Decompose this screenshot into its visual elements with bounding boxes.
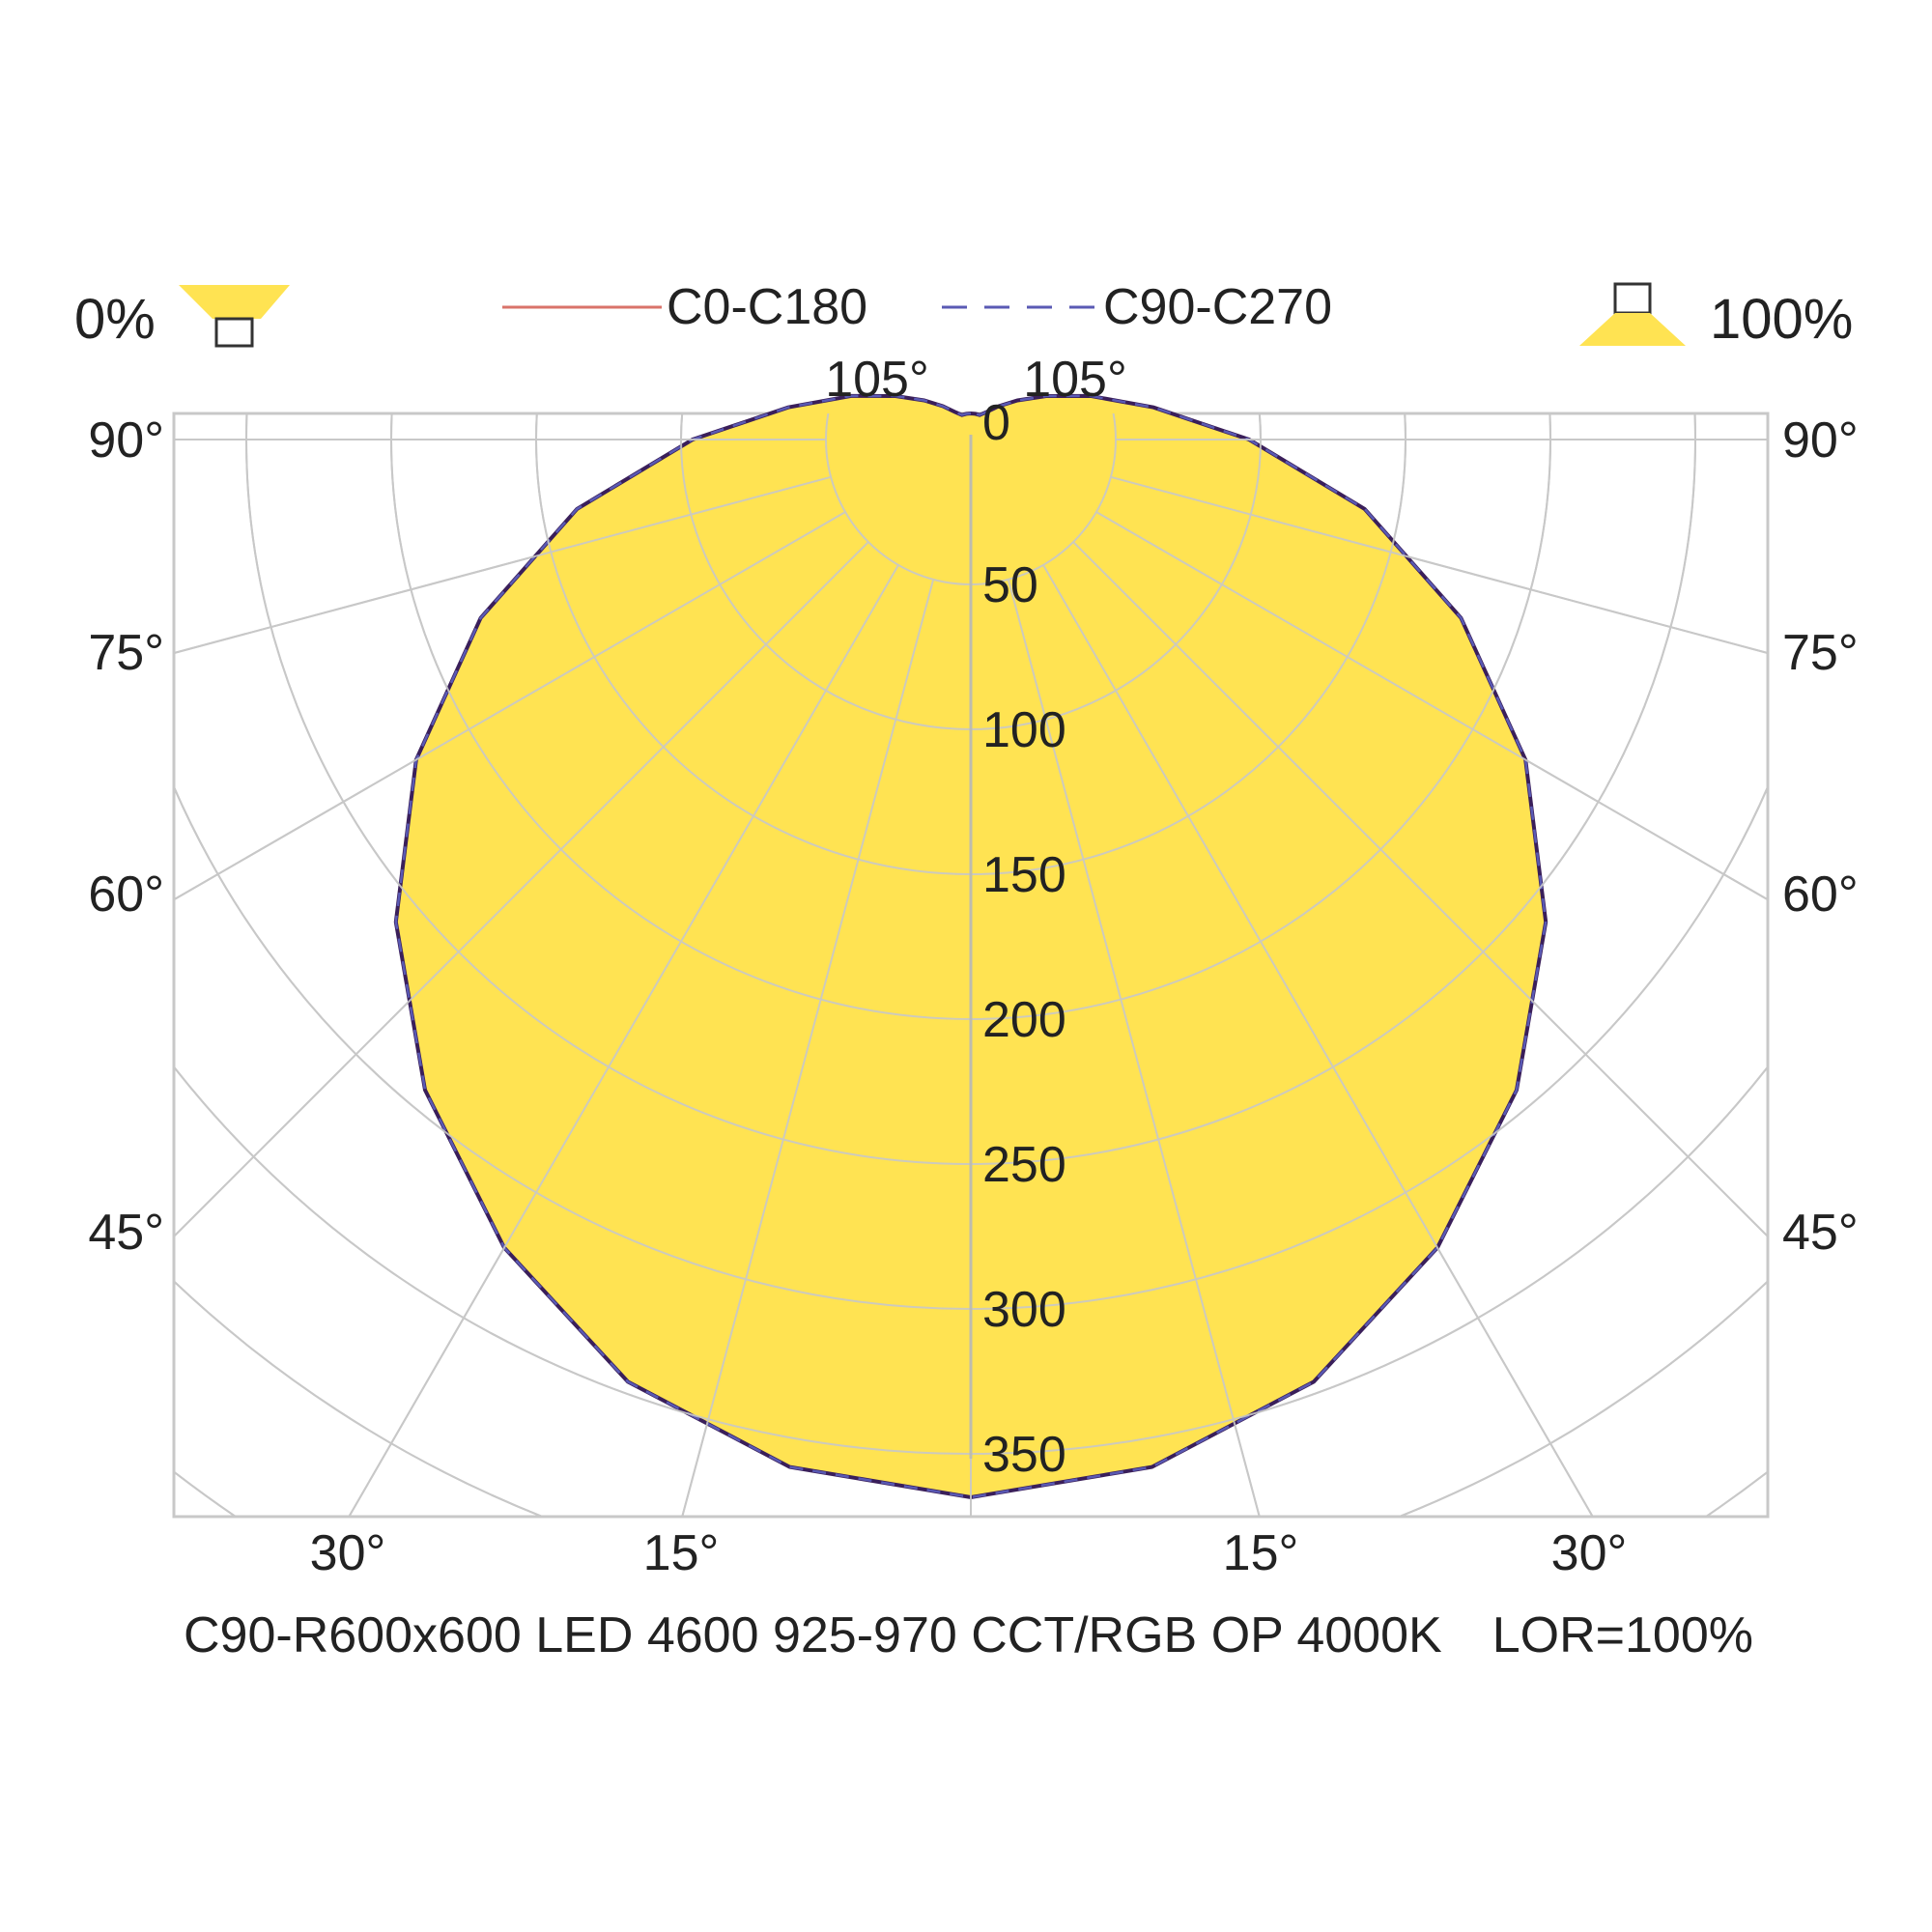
grid-spoke-m30-overlay [348, 564, 899, 1517]
grid-spoke-m150 [276, 0, 898, 314]
radial-tick-350: 350 [982, 1427, 1066, 1483]
radial-tick-0: 0 [982, 395, 1010, 451]
series-curve-c90-c270 [394, 394, 1548, 1499]
angle-label-bottom-2: 15° [1223, 1525, 1299, 1581]
grid-spoke-165 [1009, 0, 1330, 299]
grid-spoke-m75-overlay [174, 475, 832, 655]
angle-label-right-0: 90° [1782, 412, 1859, 469]
radial-tick-50: 50 [982, 557, 1038, 613]
grid-spoke-m45-overlay [174, 541, 869, 1238]
grid-spoke-45-overlay [1072, 541, 1768, 1238]
lor-label: LOR=100% [1492, 1607, 1753, 1663]
grid-spoke-m15-overlay [681, 579, 935, 1517]
radial-tick-250: 250 [982, 1137, 1066, 1193]
grid-spoke-30-overlay [1042, 564, 1594, 1517]
radial-tick-150: 150 [982, 847, 1066, 903]
grid-spoke-165-overlay [1009, 0, 1330, 299]
grid-spoke-75-overlay [1110, 475, 1768, 655]
product-label: C90-R600x600 LED 4600 925-970 CCT/RGB OP… [184, 1607, 1442, 1663]
grid-spoke-105-overlay [1111, 80, 1932, 402]
grid-spoke-15-overlay [1007, 579, 1261, 1517]
grid-spoke-m165-overlay [611, 0, 933, 299]
upward-ratio-label: 100% [1710, 288, 1853, 351]
legend-label-c90-c270: C90-C270 [1103, 279, 1332, 335]
angle-label-left-3: 45° [88, 1205, 164, 1261]
uplight-icon [1579, 282, 1686, 346]
grid-spoke-m105 [0, 80, 831, 402]
polar-grid-overlay [0, 0, 1932, 1517]
grid-spoke-m60-overlay [174, 511, 846, 901]
angle-label-left-2: 60° [88, 867, 164, 923]
angle-label-bottom-3: 30° [1551, 1525, 1628, 1581]
grid-spoke-m150-overlay [276, 0, 898, 314]
angle-label-top-0: 105° [825, 352, 929, 408]
radial-tick-100: 100 [982, 702, 1066, 758]
angle-label-right-2: 60° [1782, 867, 1859, 923]
downward-ratio-label: 0% [74, 288, 156, 351]
angle-label-left-1: 75° [88, 625, 164, 681]
angle-label-left-0: 90° [88, 412, 164, 469]
angle-label-top-1: 105° [1023, 352, 1127, 408]
legend-label-c0-c180: C0-C180 [667, 279, 867, 335]
radial-tick-200: 200 [982, 992, 1066, 1048]
luminous-intensity-curves [0, 0, 1932, 1517]
grid-spoke-m165 [611, 0, 933, 299]
downlight-icon [179, 285, 290, 348]
angle-label-right-3: 45° [1782, 1205, 1859, 1261]
grid-spoke-150 [1043, 0, 1665, 314]
axis-labels: 0 50 100 150 200 250 300 350 90° 75° 60° 45° 90° 75° 6… [88, 352, 1858, 1581]
angle-label-right-1: 75° [1782, 625, 1859, 681]
grid-spoke-105 [1111, 80, 1932, 402]
grid-spoke-m105-overlay [0, 80, 831, 402]
radial-tick-300: 300 [982, 1282, 1066, 1338]
angle-label-bottom-1: 15° [643, 1525, 720, 1581]
angle-label-bottom-0: 30° [310, 1525, 386, 1581]
grid-spoke-150-overlay [1043, 0, 1665, 314]
grid-spoke-60-overlay [1095, 511, 1768, 901]
